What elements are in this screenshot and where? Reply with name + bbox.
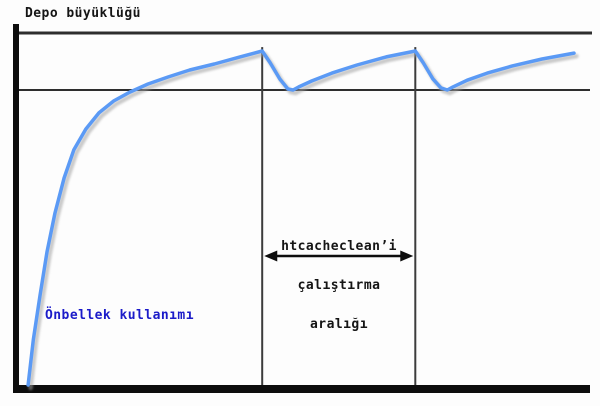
cache-usage-label: Önbellek kullanımı (45, 308, 194, 323)
cleaning-interval-label-line2: çalıştırma (297, 278, 381, 293)
cleaning-run-line-1 (261, 47, 264, 385)
y-axis (13, 24, 19, 393)
cache-usage-curve (26, 49, 576, 387)
cleaning-run-line-2 (414, 47, 417, 385)
storage-size-label: Depo büyüklüğü (25, 6, 141, 21)
cleaning-interval-label: htcacheclean’i çalıştırma aralığı (262, 214, 416, 357)
cleaning-interval-label-line3: aralığı (310, 317, 368, 332)
x-axis (13, 385, 590, 393)
interval-arrow-right-head-icon (400, 250, 414, 262)
cleaning-interval-label-line1: htcacheclean’i (281, 239, 397, 254)
chart-dynamic-layer (19, 31, 592, 391)
storage-size-line (19, 31, 592, 35)
interval-arrow-left-head-icon (264, 250, 278, 262)
